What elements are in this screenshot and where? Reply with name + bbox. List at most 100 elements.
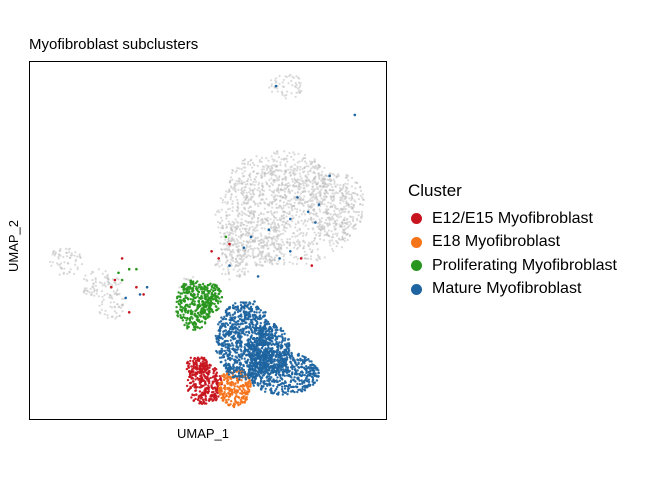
background-cell-point <box>256 229 258 231</box>
cluster-2-point <box>180 309 182 311</box>
cluster-2-point <box>193 326 195 328</box>
background-cell-point <box>291 209 293 211</box>
background-cell-point <box>249 213 251 215</box>
background-cell-point <box>323 226 325 228</box>
background-cell-point <box>273 189 275 191</box>
background-cell-point <box>288 75 290 77</box>
background-cell-point <box>336 176 338 178</box>
legend-item: E12/E15 Myofibroblast <box>396 207 617 231</box>
cluster-3-point <box>304 387 306 389</box>
cluster-3-point <box>248 332 250 334</box>
cluster-3-point <box>263 341 265 343</box>
cluster-3-point <box>237 320 239 322</box>
background-cell-point <box>310 219 312 221</box>
background-cell-point <box>291 215 293 217</box>
background-cell-point <box>250 159 252 161</box>
background-cell-point <box>325 210 327 212</box>
background-cell-point <box>307 244 309 246</box>
cluster-3-point <box>231 316 233 318</box>
background-cell-point <box>351 177 353 179</box>
background-cell-point <box>120 282 122 284</box>
background-cell-point <box>336 219 338 221</box>
cluster-3-point <box>259 314 261 316</box>
background-cell-point <box>266 260 268 262</box>
cluster-3-point <box>304 374 306 376</box>
cluster-0-point <box>206 367 208 369</box>
cluster-0-point <box>197 379 199 381</box>
background-cell-point <box>358 211 360 213</box>
background-cell-point <box>341 192 343 194</box>
cluster-3-point <box>279 380 281 382</box>
cluster-0-point <box>190 377 192 379</box>
cluster-1-point <box>233 405 235 407</box>
background-cell-point <box>236 209 238 211</box>
background-cell-point <box>242 182 244 184</box>
cluster-1-point <box>247 383 249 385</box>
background-cell-point <box>310 258 312 260</box>
cluster-3-point <box>271 392 273 394</box>
cluster-3-point <box>301 363 303 365</box>
cluster-3-point <box>235 330 237 332</box>
background-cell-point <box>226 256 228 258</box>
background-cell-point <box>246 180 248 182</box>
cluster-2-point <box>201 290 203 292</box>
background-cell-point <box>259 258 261 260</box>
background-cell-point <box>242 260 244 262</box>
background-cell-point <box>293 77 295 79</box>
background-cell-point <box>283 177 285 179</box>
background-cell-point <box>77 266 79 268</box>
background-cell-point <box>335 191 337 193</box>
cluster-3-point <box>281 360 283 362</box>
cluster-3-point <box>220 361 222 363</box>
background-cell-point <box>261 173 263 175</box>
background-cell-point <box>224 201 226 203</box>
background-cell-point <box>280 233 282 235</box>
background-cell-point <box>118 306 120 308</box>
background-cell-point <box>95 285 97 287</box>
background-cell-point <box>326 205 328 207</box>
background-cell-point <box>274 256 276 258</box>
background-cell-point <box>232 224 234 226</box>
background-cell-point <box>260 212 262 214</box>
cluster-3-point <box>285 363 287 365</box>
background-cell-point <box>237 205 239 207</box>
cluster-3-point <box>284 375 286 377</box>
background-cell-point <box>336 235 338 237</box>
cluster-0-point <box>200 395 202 397</box>
background-cell-point <box>192 276 194 278</box>
background-cell-point <box>242 212 244 214</box>
background-cell-point <box>236 202 238 204</box>
background-cell-point <box>343 225 345 227</box>
background-cell-point <box>254 203 256 205</box>
background-cell-point <box>299 209 301 211</box>
background-cell-point <box>316 186 318 188</box>
background-cell-point <box>93 290 95 292</box>
background-cell-point <box>246 256 248 258</box>
cluster-3-point <box>225 346 227 348</box>
background-cell-point <box>362 204 364 206</box>
background-cell-point <box>282 241 284 243</box>
background-cell-point <box>278 227 280 229</box>
cluster-1-point <box>232 382 234 384</box>
background-cell-point <box>276 262 278 264</box>
background-cell-point <box>247 235 249 237</box>
background-cell-point <box>253 200 255 202</box>
cluster-3-point <box>261 339 263 341</box>
cluster-3-point <box>226 349 228 351</box>
background-cell-point <box>291 206 293 208</box>
cluster-0-point <box>300 257 303 260</box>
background-cell-point <box>296 235 298 237</box>
background-cell-point <box>247 178 249 180</box>
cluster-0-point <box>199 369 201 371</box>
cluster-0-point <box>198 360 200 362</box>
background-cell-point <box>267 217 269 219</box>
cluster-3-point <box>266 323 268 325</box>
background-cell-point <box>260 242 262 244</box>
background-cell-point <box>236 238 238 240</box>
background-cell-point <box>268 185 270 187</box>
cluster-2-point <box>209 283 211 285</box>
cluster-3-point <box>233 338 235 340</box>
background-cell-point <box>321 171 323 173</box>
cluster-3-point <box>224 364 226 366</box>
background-cell-point <box>289 200 291 202</box>
